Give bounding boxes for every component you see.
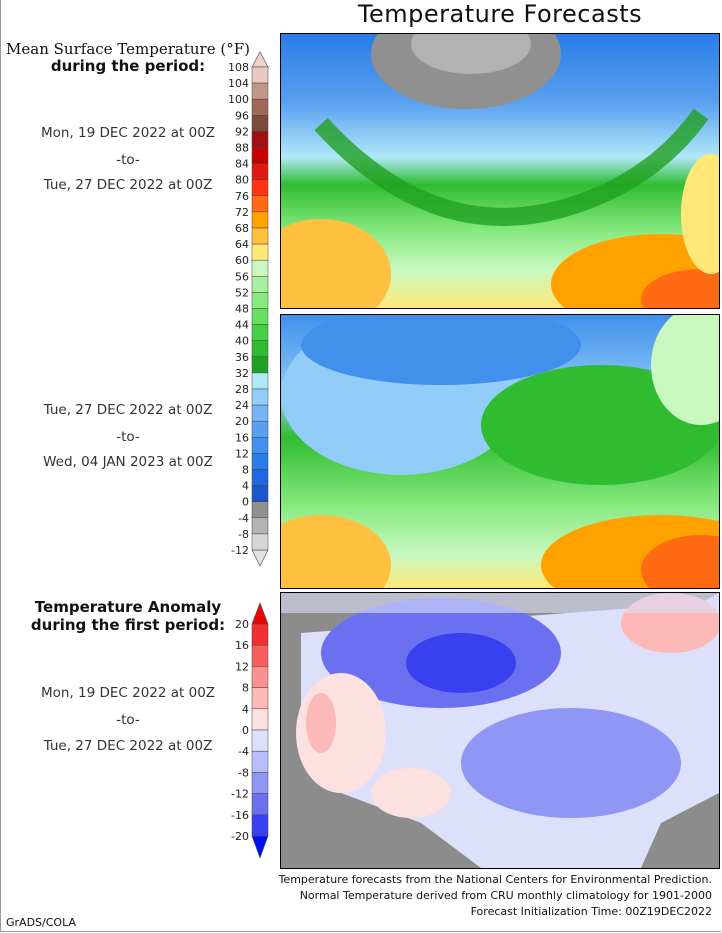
colorbar-tick-label: 8 bbox=[242, 464, 249, 477]
colorbar-tick-label: 20 bbox=[235, 415, 249, 428]
colorbar-swatch bbox=[251, 533, 269, 551]
colorbar-tick-label: 0 bbox=[242, 496, 249, 509]
colorbar-tick-label: 100 bbox=[228, 93, 249, 106]
colorbar-tick-label: 64 bbox=[235, 238, 249, 251]
period1-start: Mon, 19 DEC 2022 at 00Z bbox=[40, 125, 216, 141]
anomaly-heading-sub: during the first period: bbox=[30, 616, 226, 634]
colorbar-tick-label: 36 bbox=[235, 351, 249, 364]
temperature-map-graphic bbox=[281, 34, 719, 308]
colorbar-tick-label: 32 bbox=[235, 367, 249, 380]
colorbar-tick-label: 68 bbox=[235, 222, 249, 235]
colorbar-tick-label: 20 bbox=[235, 618, 249, 631]
colorbar-tick-label: 8 bbox=[242, 682, 249, 695]
colorbar-tick-label: 52 bbox=[235, 286, 249, 299]
footer-normals: Normal Temperature derived from CRU mont… bbox=[299, 889, 712, 902]
colorbar-tick-label: 60 bbox=[235, 254, 249, 267]
colorbar-tick-label: 12 bbox=[235, 447, 249, 460]
colorbar-swatch bbox=[251, 623, 269, 646]
temp-heading-sub: during the period: bbox=[50, 57, 206, 75]
period2-sep: -to- bbox=[116, 429, 140, 445]
temperature-map-period2 bbox=[280, 314, 720, 589]
colorbar-tick-label: 56 bbox=[235, 270, 249, 283]
colorbar-tick-label: 84 bbox=[235, 158, 249, 171]
colorbar-tick-label: 44 bbox=[235, 319, 249, 332]
colorbar-tick-label: -12 bbox=[231, 788, 249, 801]
colorbar-tick-label: -4 bbox=[238, 745, 249, 758]
credit: GrADS/COLA bbox=[6, 916, 76, 929]
colorbar-tick-label: 76 bbox=[235, 190, 249, 203]
colorbar-under-arrow bbox=[251, 835, 269, 860]
page-title: Temperature Forecasts bbox=[357, 0, 643, 28]
colorbar-tick-label: -8 bbox=[238, 528, 249, 541]
colorbar-tick-label: -4 bbox=[238, 512, 249, 525]
colorbar-tick-label: -20 bbox=[231, 830, 249, 843]
period1-end: Tue, 27 DEC 2022 at 00Z bbox=[43, 177, 213, 193]
colorbar-tick-label: 16 bbox=[235, 639, 249, 652]
colorbar-tick-label: 72 bbox=[235, 206, 249, 219]
period2-start: Tue, 27 DEC 2022 at 00Z bbox=[43, 402, 213, 418]
period3-sep: -to- bbox=[116, 712, 140, 728]
period2-end: Wed, 04 JAN 2023 at 00Z bbox=[43, 454, 213, 470]
footer-init-time: Forecast Initialization Time: 00Z19DEC20… bbox=[470, 905, 712, 918]
colorbar-tick-label: 92 bbox=[235, 125, 249, 138]
temp-heading: Mean Surface Temperature (°F) bbox=[6, 40, 250, 58]
colorbar-swatch bbox=[251, 644, 269, 667]
colorbar-tick-label: 16 bbox=[235, 431, 249, 444]
temperature-map-graphic bbox=[281, 315, 719, 588]
colorbar-tick-label: 88 bbox=[235, 142, 249, 155]
colorbar-tick-label: 0 bbox=[242, 724, 249, 737]
colorbar-tick-label: 80 bbox=[235, 174, 249, 187]
anomaly-colorbar: 20 16 12 8 4 0 -4 -8 -12 -16 -20 bbox=[231, 602, 269, 860]
anomaly-map-graphic bbox=[281, 593, 719, 868]
anomaly-heading: Temperature Anomaly bbox=[34, 598, 222, 616]
colorbar-tick-label: 96 bbox=[235, 109, 249, 122]
colorbar-tick-label: 108 bbox=[228, 61, 249, 74]
colorbar-tick-label: 24 bbox=[235, 399, 249, 412]
temperature-colorbar: 1081041009692888480767268646056524844403… bbox=[228, 51, 269, 567]
colorbar-tick-label: 40 bbox=[235, 335, 249, 348]
colorbar-swatch bbox=[251, 687, 269, 710]
colorbar-swatch bbox=[251, 793, 269, 816]
period1-sep: -to- bbox=[116, 152, 140, 168]
period3-start: Mon, 19 DEC 2022 at 00Z bbox=[40, 685, 216, 701]
colorbar-tick-label: 12 bbox=[235, 660, 249, 673]
colorbar-tick-label: -8 bbox=[238, 766, 249, 779]
colorbar-swatch bbox=[251, 772, 269, 794]
colorbar-over-arrow bbox=[251, 602, 269, 625]
colorbar-tick-label: 4 bbox=[242, 480, 249, 493]
colorbar-swatch bbox=[251, 729, 269, 752]
colorbar-tick-label: 104 bbox=[228, 77, 249, 90]
anomaly-map bbox=[280, 592, 720, 869]
colorbar-swatch bbox=[251, 814, 269, 837]
colorbar-swatch bbox=[251, 666, 269, 688]
colorbar-tick-label: -16 bbox=[231, 809, 249, 822]
colorbar-tick-label: 4 bbox=[242, 703, 249, 716]
colorbar-tick-label: -12 bbox=[231, 544, 249, 557]
temperature-map-period1 bbox=[280, 33, 720, 309]
footer-source: Temperature forecasts from the National … bbox=[278, 873, 712, 886]
colorbar-swatch bbox=[251, 708, 269, 731]
colorbar-swatch bbox=[251, 750, 269, 773]
period3-end: Tue, 27 DEC 2022 at 00Z bbox=[43, 738, 213, 754]
colorbar-tick-label: 48 bbox=[235, 303, 249, 316]
colorbar-tick-label: 28 bbox=[235, 383, 249, 396]
